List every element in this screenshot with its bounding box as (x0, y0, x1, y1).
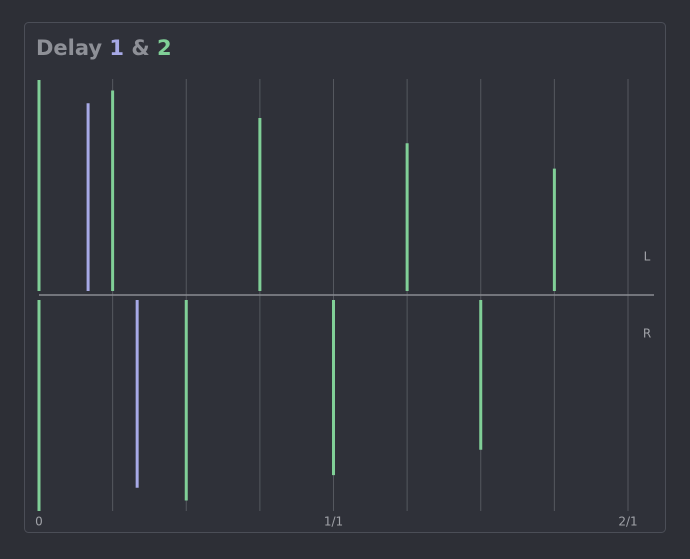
title-conjunction: & (131, 36, 149, 60)
channel-label: R (643, 327, 651, 341)
series-name: 2 (157, 36, 172, 60)
title-text: Delay (36, 36, 102, 60)
series-name: 1 (109, 36, 124, 60)
x-tick-label: 2/1 (618, 515, 637, 529)
panel-border (24, 22, 666, 533)
title: Delay 1 & 2 (36, 36, 172, 60)
x-tick-label: 1/1 (324, 515, 343, 529)
x-tick-label: 0 (35, 515, 43, 529)
channel-label: L (644, 250, 651, 264)
